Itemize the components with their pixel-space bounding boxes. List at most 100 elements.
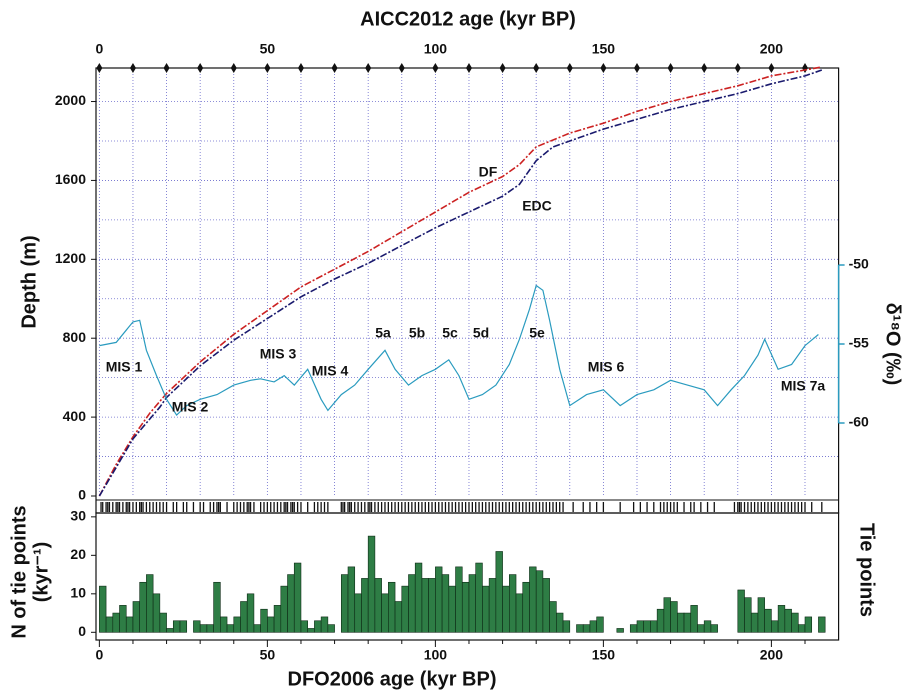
x2-tick bbox=[667, 63, 674, 73]
y-axis-title: Depth (m) bbox=[18, 235, 40, 328]
bar bbox=[381, 593, 389, 633]
x2-tick-label: 50 bbox=[260, 41, 276, 57]
x-tick-label: 0 bbox=[95, 647, 103, 663]
x2-tick bbox=[701, 63, 708, 73]
panel-frame bbox=[95, 67, 840, 514]
bar bbox=[125, 616, 134, 633]
bar bbox=[408, 574, 416, 633]
annotation: MIS 1 bbox=[106, 359, 143, 375]
x2-tick bbox=[197, 63, 204, 73]
bar bbox=[461, 581, 470, 633]
bar bbox=[502, 585, 510, 633]
bar bbox=[132, 601, 140, 633]
y-axis-title: N of tie points bbox=[8, 505, 30, 638]
bar bbox=[394, 601, 403, 633]
bar bbox=[636, 620, 645, 633]
bar bbox=[233, 616, 241, 633]
bar bbox=[750, 612, 759, 633]
bar bbox=[764, 608, 772, 633]
bar bbox=[220, 616, 228, 633]
x2-tick bbox=[533, 63, 540, 73]
x2-tick bbox=[96, 63, 103, 73]
x2-tick bbox=[768, 63, 775, 73]
bar bbox=[421, 578, 429, 633]
x-tick-label: 150 bbox=[592, 647, 616, 663]
bar bbox=[818, 616, 826, 633]
bar bbox=[804, 616, 813, 633]
x2-tick bbox=[633, 63, 640, 73]
bar bbox=[435, 566, 443, 633]
x2-tick bbox=[499, 63, 506, 73]
bar bbox=[206, 624, 214, 633]
bar bbox=[293, 562, 302, 633]
bar bbox=[683, 612, 692, 633]
x2-tick bbox=[734, 63, 741, 73]
bar bbox=[428, 578, 436, 633]
bar bbox=[307, 628, 315, 633]
annotation: 5d bbox=[473, 325, 489, 341]
y-tick-label: 400 bbox=[63, 408, 87, 424]
bar bbox=[589, 620, 597, 633]
bar bbox=[246, 593, 255, 633]
bar bbox=[710, 624, 718, 633]
bar bbox=[273, 605, 282, 633]
bar bbox=[414, 562, 423, 633]
bar bbox=[468, 574, 477, 633]
x2-tick bbox=[600, 63, 607, 73]
top-axis-title: AICC2012 age (kyr BP) bbox=[360, 8, 576, 30]
bar bbox=[697, 624, 705, 633]
annotation: MIS 4 bbox=[312, 363, 349, 379]
bar bbox=[522, 581, 530, 633]
bar bbox=[280, 585, 288, 633]
bar bbox=[582, 624, 591, 633]
bar bbox=[340, 574, 349, 633]
bar bbox=[300, 620, 308, 633]
annotation: MIS 2 bbox=[172, 399, 209, 415]
bar bbox=[267, 616, 275, 633]
y-tick-label: 10 bbox=[70, 585, 86, 601]
annotation: 5b bbox=[409, 325, 425, 341]
x2-tick bbox=[163, 63, 170, 73]
bar bbox=[488, 578, 497, 633]
series-label: EDC bbox=[522, 198, 552, 214]
bar bbox=[737, 589, 745, 633]
bar bbox=[159, 612, 167, 633]
y-tick-label: 20 bbox=[70, 546, 86, 562]
bar bbox=[643, 620, 651, 633]
bar bbox=[596, 616, 604, 633]
bar bbox=[320, 616, 329, 633]
bar bbox=[119, 605, 127, 633]
x2-tick-label: 100 bbox=[424, 41, 448, 57]
bar bbox=[677, 612, 685, 633]
x2-tick bbox=[566, 63, 573, 73]
x-tick-label: 100 bbox=[424, 647, 448, 663]
bar bbox=[260, 608, 268, 633]
bar bbox=[166, 628, 174, 633]
bar bbox=[441, 574, 450, 633]
bar bbox=[240, 601, 248, 633]
bar bbox=[509, 574, 517, 633]
bar bbox=[629, 624, 638, 633]
x2-tick bbox=[331, 63, 338, 73]
y-axis-title: (kyr⁻¹) bbox=[30, 542, 52, 603]
bar bbox=[213, 581, 221, 633]
annotation: MIS 7a bbox=[781, 378, 826, 394]
bar bbox=[542, 578, 550, 633]
y2-tick-label: -55 bbox=[849, 335, 869, 351]
annotation: 5e bbox=[529, 325, 545, 341]
bar bbox=[226, 624, 235, 633]
bar bbox=[374, 578, 382, 633]
annotation: MIS 6 bbox=[588, 359, 625, 375]
bar bbox=[112, 612, 120, 633]
series-line bbox=[98, 66, 822, 497]
bar bbox=[744, 597, 752, 633]
bar bbox=[576, 624, 584, 633]
y-tick-label: 800 bbox=[63, 329, 87, 345]
bar bbox=[784, 608, 792, 633]
x2-tick bbox=[230, 63, 237, 73]
annotation: 5c bbox=[442, 325, 458, 341]
y2-axis-title: δ¹⁸O (‰) bbox=[882, 303, 904, 386]
series-line bbox=[98, 69, 823, 497]
bar bbox=[771, 620, 779, 633]
